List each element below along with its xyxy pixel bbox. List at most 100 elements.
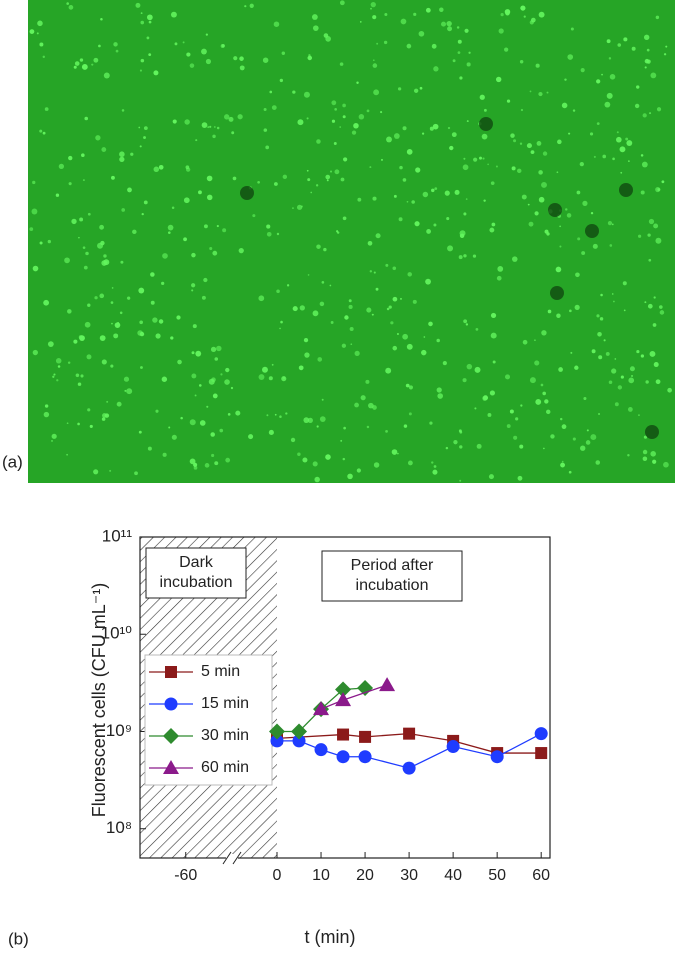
- cell-dot: [605, 351, 610, 356]
- cell-dot: [559, 225, 562, 228]
- cell-dot: [446, 217, 450, 221]
- cell-dot: [220, 373, 223, 376]
- cell-dot: [625, 137, 629, 141]
- cell-dot: [627, 454, 630, 457]
- cell-dot: [463, 254, 467, 258]
- cell-dot: [140, 12, 143, 15]
- cell-dot: [591, 349, 596, 354]
- cell-dot: [436, 387, 442, 393]
- cell-dot: [597, 331, 602, 337]
- cell-dot: [132, 229, 137, 235]
- cell-dot: [321, 398, 324, 401]
- cell-dot: [356, 468, 361, 473]
- cell-dot: [473, 157, 478, 162]
- cell-dot: [655, 15, 660, 20]
- cell-dot: [279, 415, 282, 418]
- legend-marker: [163, 760, 179, 774]
- cell-dot: [153, 70, 159, 76]
- cell-dot: [414, 221, 420, 227]
- cell-dot: [592, 243, 598, 249]
- data-point: [534, 727, 548, 741]
- cell-dot: [192, 324, 197, 329]
- cell-dot: [265, 145, 270, 150]
- cell-dot: [496, 275, 502, 281]
- cell-dot: [504, 374, 511, 380]
- cell-dot: [116, 401, 122, 407]
- cell-dot: [579, 161, 584, 167]
- cell-dot: [375, 287, 379, 291]
- data-point: [337, 728, 350, 741]
- cell-dot: [249, 3, 254, 8]
- data-point: [292, 734, 306, 748]
- cell-dot: [143, 136, 146, 139]
- axis-break: [222, 851, 232, 865]
- cell-dot: [209, 246, 213, 251]
- cell-dot: [372, 15, 377, 20]
- cell-dot: [167, 231, 171, 234]
- cell-dot: [174, 42, 178, 46]
- cell-dot: [598, 413, 600, 415]
- cell-dot: [442, 360, 447, 366]
- data-point: [269, 723, 285, 740]
- x-tick-label: -60: [174, 867, 197, 884]
- cell-dot: [535, 399, 542, 405]
- cell-dot: [649, 112, 652, 115]
- cell-dot: [663, 461, 669, 468]
- cell-dot: [608, 380, 613, 384]
- cell-dot: [520, 5, 526, 11]
- cell-dot: [642, 449, 648, 455]
- cell-dot: [559, 245, 562, 248]
- cell-dot: [225, 367, 230, 373]
- cell-dot: [612, 157, 615, 161]
- cell-dot: [158, 319, 164, 324]
- cell-dot: [572, 109, 576, 112]
- cell-dot: [373, 462, 380, 468]
- cell-dot: [402, 126, 407, 131]
- cell-dot: [171, 206, 175, 209]
- cell-dot: [402, 178, 407, 182]
- cell-dot: [589, 132, 594, 136]
- cell-dot: [523, 15, 526, 18]
- cell-dot: [273, 21, 280, 27]
- cell-dot: [222, 228, 227, 233]
- cell-dot: [281, 376, 287, 382]
- cell-dot: [348, 299, 352, 303]
- cell-dot: [512, 256, 518, 262]
- cell-dot: [600, 293, 603, 297]
- cell-dot: [161, 376, 168, 382]
- cell-dot: [311, 14, 318, 20]
- cell-dot: [44, 404, 49, 408]
- cell-dot: [150, 272, 155, 277]
- cell-dot: [214, 461, 219, 466]
- cell-dot: [356, 81, 359, 85]
- cell-dot: [647, 303, 653, 309]
- cell-dot: [44, 107, 49, 111]
- cell-dot: [321, 281, 325, 284]
- cell-dot: [611, 293, 614, 295]
- cell-dot: [616, 136, 622, 143]
- cell-dot: [42, 131, 46, 135]
- cell-dot: [550, 434, 555, 439]
- cell-dot: [422, 191, 429, 198]
- cell-dot: [604, 101, 611, 108]
- cell-dot: [334, 169, 340, 175]
- cell-dot: [120, 260, 124, 264]
- cell-dot: [400, 18, 407, 25]
- cell-dot: [580, 68, 585, 73]
- cell-dot: [271, 363, 274, 366]
- cell-dot: [491, 222, 496, 227]
- cell-dot: [303, 337, 309, 343]
- cell-dot: [286, 284, 290, 287]
- cell-dot: [271, 105, 277, 110]
- cell-dot: [68, 155, 73, 161]
- cell-dot: [465, 198, 468, 200]
- cell-dot: [614, 358, 617, 360]
- cell-dot: [606, 92, 613, 99]
- cell-dot: [79, 217, 84, 222]
- cell-dot: [84, 116, 89, 121]
- cell-dot: [466, 62, 471, 67]
- cell-dot: [269, 90, 273, 94]
- cell-dot: [262, 57, 269, 63]
- cell-dot: [333, 142, 337, 145]
- cell-dot: [266, 224, 271, 229]
